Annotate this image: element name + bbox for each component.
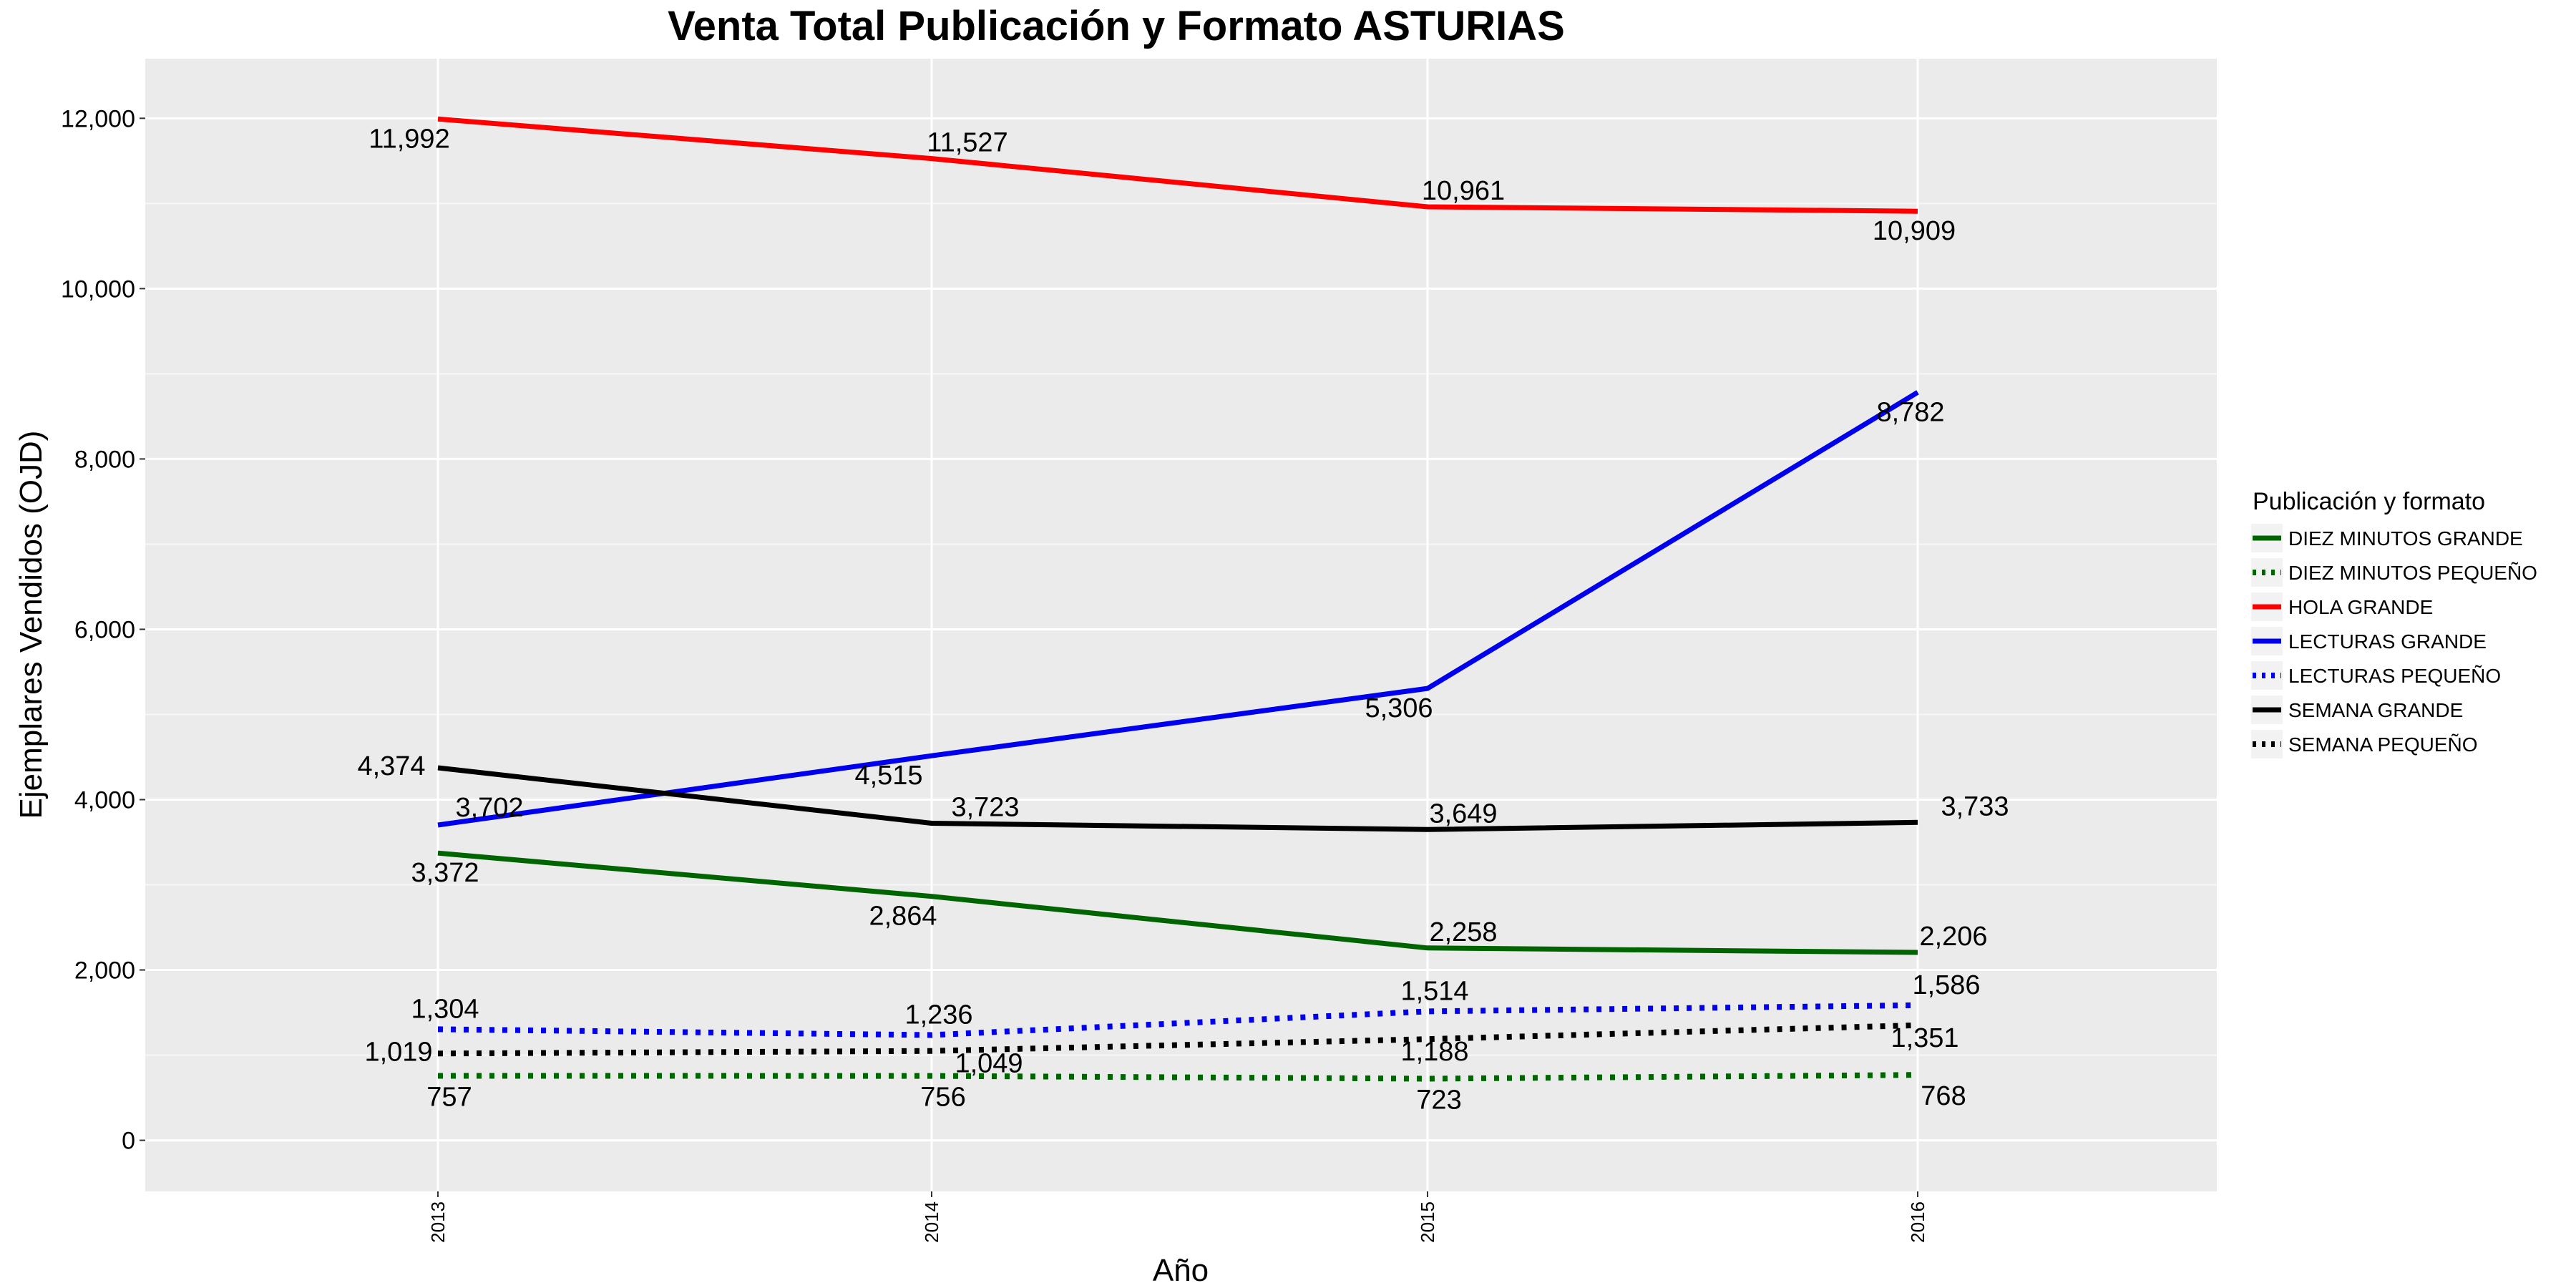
- y-axis-ticks: 0 2,000 4,000 6,000 8,000 10,000 12,000: [61, 105, 145, 1155]
- data-label: 768: [1921, 1081, 1966, 1111]
- data-label: 1,586: [1912, 970, 1980, 1000]
- legend-key-bg: [2251, 661, 2283, 690]
- y-tick-label: 0: [122, 1128, 135, 1155]
- data-label: 1,304: [411, 994, 479, 1024]
- legend-item-label: SEMANA PEQUEÑO: [2288, 733, 2478, 756]
- x-tick-label: 2015: [1417, 1201, 1438, 1243]
- data-label: 4,515: [854, 761, 922, 791]
- data-label: 1,351: [1890, 1023, 1958, 1053]
- y-tick-label: 4,000: [74, 786, 135, 814]
- y-tick-label: 10,000: [61, 275, 135, 303]
- series-line-diez-minutos-grande: [437, 850, 1918, 955]
- data-label: 10,909: [1873, 216, 1956, 246]
- series-line-lecturas-grande: [437, 390, 1919, 828]
- data-label: 3,733: [1941, 791, 2009, 821]
- data-label: 8,782: [1876, 397, 1944, 427]
- data-label: 4,374: [357, 751, 425, 781]
- data-label: 2,864: [869, 902, 937, 932]
- data-label: 3,649: [1429, 799, 1497, 829]
- plot-panel: [145, 59, 2217, 1191]
- data-label: 1,019: [364, 1037, 432, 1067]
- legend-title: Publicación y formato: [2253, 488, 2485, 515]
- x-tick-label: 2014: [921, 1201, 942, 1243]
- data-label: 10,961: [1422, 176, 1505, 206]
- data-label: 1,049: [955, 1049, 1023, 1079]
- legend-items: DIEZ MINUTOS GRANDE DIEZ MINUTOS PEQUEÑO H…: [2251, 524, 2537, 758]
- legend-item-label: LECTURAS GRANDE: [2288, 630, 2487, 653]
- x-axis-ticks: 2013 2014 2015 2016: [427, 1191, 1928, 1243]
- x-tick-label: 2013: [427, 1201, 449, 1243]
- data-label: 1,514: [1400, 976, 1468, 1006]
- data-label: 3,723: [951, 792, 1019, 822]
- data-label: 2,206: [1919, 922, 1987, 952]
- legend: Publicación y formato DIEZ MINUTOS GRAND…: [2251, 488, 2537, 758]
- data-label: 757: [426, 1082, 472, 1112]
- data-label: 5,306: [1365, 693, 1433, 723]
- chart-title: Venta Total Publicación y Formato ASTURI…: [668, 3, 1565, 49]
- data-label: 723: [1416, 1085, 1461, 1116]
- legend-key-bg: [2251, 558, 2283, 587]
- data-label: 1,188: [1400, 1037, 1468, 1067]
- data-label: 2,258: [1429, 917, 1497, 947]
- legend-key-bg: [2251, 730, 2283, 758]
- legend-item-label: LECTURAS PEQUEÑO: [2288, 665, 2501, 687]
- series-line-hola-grande: [437, 116, 1918, 214]
- data-labels: 3,372 2,864 2,258 2,206 757 756 723 768 11,992 11…: [357, 124, 2009, 1115]
- data-label: 11,527: [927, 128, 1008, 158]
- y-tick-label: 12,000: [61, 105, 135, 132]
- grid-lines: [145, 59, 2217, 1191]
- series-line-semana-grande: [437, 765, 1918, 832]
- y-tick-label: 8,000: [74, 446, 135, 473]
- legend-item-label: SEMANA GRANDE: [2288, 699, 2463, 721]
- y-tick-label: 6,000: [74, 616, 135, 643]
- data-label: 3,372: [411, 858, 479, 888]
- legend-item-label: DIEZ MINUTOS PEQUEÑO: [2288, 562, 2537, 584]
- y-tick-label: 2,000: [74, 957, 135, 985]
- x-axis-title: Año: [1153, 1253, 1209, 1288]
- data-label: 1,236: [904, 1000, 972, 1030]
- data-label: 3,702: [455, 793, 523, 823]
- legend-item-label: HOLA GRANDE: [2288, 596, 2433, 618]
- data-label: 11,992: [369, 124, 449, 154]
- series-line-lecturas-peque-o: [437, 1002, 1918, 1038]
- series-line-diez-minutos-peque-o: [437, 1072, 1918, 1082]
- data-label: 756: [920, 1083, 965, 1113]
- legend-item-label: DIEZ MINUTOS GRANDE: [2288, 527, 2523, 550]
- series-line-semana-peque-o: [437, 1022, 1918, 1057]
- x-tick-label: 2016: [1907, 1201, 1928, 1243]
- series-lines: [437, 116, 1919, 1082]
- y-axis-title: Ejemplares Vendidos (OJD): [14, 431, 49, 819]
